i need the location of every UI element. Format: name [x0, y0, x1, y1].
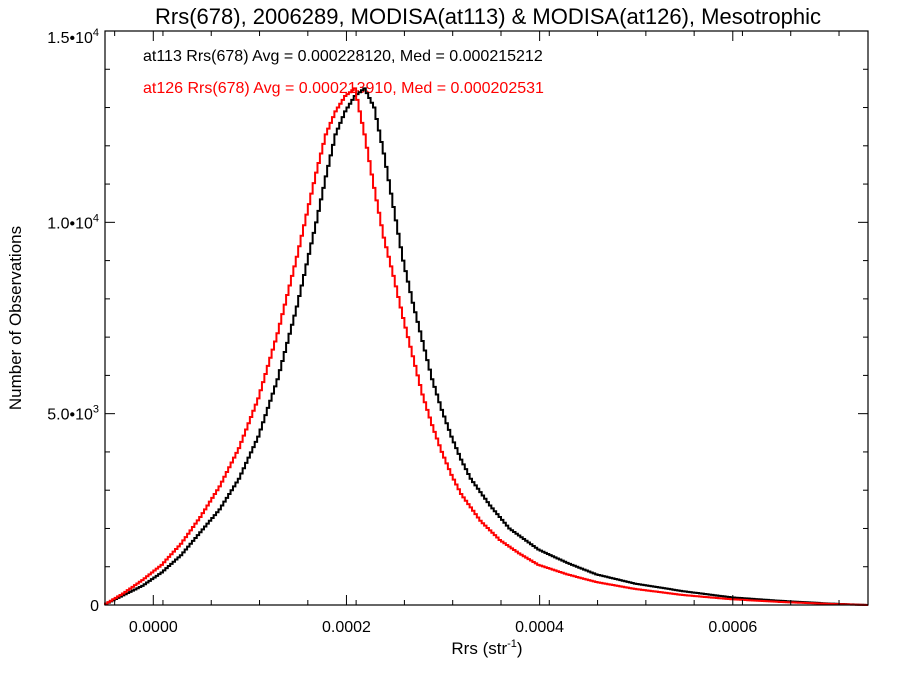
- y-tick-label-exponent: 4: [93, 212, 99, 224]
- y-tick-label: 1.0•104: [47, 212, 99, 232]
- series-line-at113: [104, 87, 868, 606]
- x-tick-label: 0.0000: [129, 619, 178, 636]
- y-axis-label: Number of Observations: [6, 226, 25, 410]
- y-tick-label-base: 1.0•10: [47, 215, 93, 232]
- plot-frame: [104, 30, 869, 606]
- y-tick-label-base: 5.0•10: [47, 407, 93, 424]
- y-tick-label: 5.0•103: [47, 404, 99, 424]
- x-axis-label: Rrs (str-1): [451, 638, 522, 658]
- x-axis-label-close: ): [517, 639, 523, 658]
- y-tick-label-base: 1.5•10: [47, 30, 93, 47]
- x-tick-label: 0.0004: [515, 619, 564, 636]
- y-tick-label-base: 0: [90, 598, 99, 615]
- x-axis-label-text: Rrs (str: [451, 639, 507, 658]
- x-tick-label: 0.0006: [708, 619, 757, 636]
- series-stats-at113: at113 Rrs(678) Avg = 0.000228120, Med = …: [143, 48, 543, 65]
- chart-title: Rrs(678), 2006289, MODISA(at113) & MODIS…: [155, 4, 821, 29]
- y-tick-label: 1.5•104: [47, 27, 99, 47]
- y-tick-label: 0: [90, 598, 99, 615]
- series-line-at126: [104, 87, 868, 606]
- tick-layer: 0.0000 0.0002 0.0004 0.000605.0•1031.0•1041…: [47, 27, 868, 636]
- y-tick-label-exponent: 3: [93, 404, 99, 416]
- y-tick-label-exponent: 4: [93, 27, 99, 39]
- x-axis-label-exponent: -1: [507, 638, 517, 650]
- series-layer: [104, 87, 868, 606]
- series-stats-at126: at126 Rrs(678) Avg = 0.000213910, Med = …: [143, 80, 544, 97]
- x-tick-label: 0.0002: [322, 619, 371, 636]
